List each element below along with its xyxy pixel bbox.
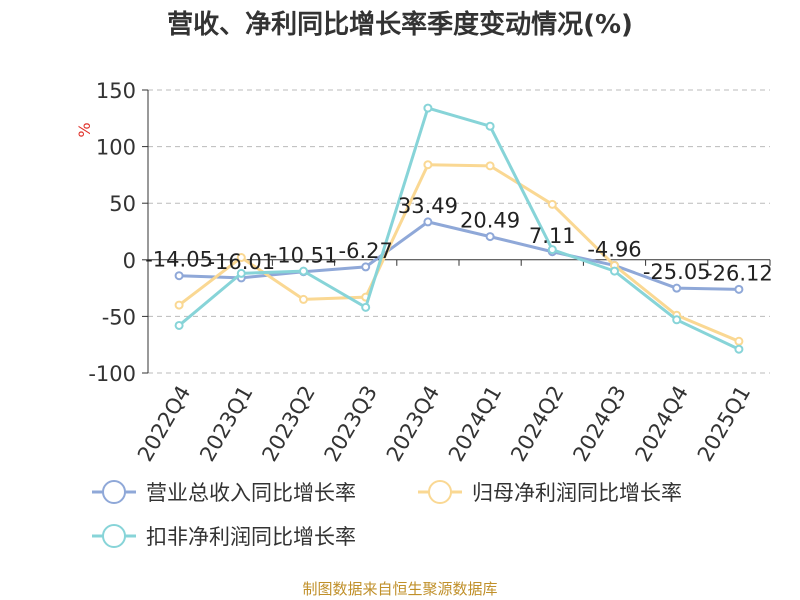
data-point [485,232,495,242]
data-point [734,344,744,354]
x-category-label: 2024Q2 [506,382,568,466]
data-label: 20.49 [460,209,520,233]
x-category-label: 2022Q4 [133,382,195,466]
data-point [423,217,433,227]
x-category-label: 2024Q4 [631,382,693,466]
data-label: -14.05 [145,248,213,272]
data-point [672,283,682,293]
y-tick-label: 100 [96,136,136,160]
legend-marker [102,480,126,504]
y-tick-label: 0 [123,249,136,273]
data-point [236,268,246,278]
x-category-label: 2024Q1 [444,381,506,465]
x-category-label: 2025Q1 [693,382,755,466]
data-point [485,161,495,171]
data-point [423,103,433,113]
data-label: 33.49 [398,194,458,218]
y-tick-label: -100 [88,362,136,386]
x-category-label: 2023Q3 [320,382,382,466]
data-point [734,336,744,346]
data-point [361,262,371,272]
legend-item[interactable]: 扣非净利润同比增长率 [92,524,356,549]
data-point [672,315,682,325]
data-point [299,294,308,304]
data-label: -6.27 [339,239,393,263]
data-point [610,266,619,276]
data-point [174,300,184,310]
series-line [178,106,740,351]
data-point [485,121,495,131]
data-point [423,160,433,170]
series-line [178,163,740,343]
x-category-label: 2023Q1 [195,382,257,466]
data-point [299,266,308,276]
data-point [236,253,246,263]
data-point [734,284,744,294]
data-label: -25.05 [643,260,711,284]
data-point [547,199,557,209]
series-line [179,220,739,291]
data-point [547,245,557,255]
y-tick-label: 150 [96,79,136,103]
grid-layer [148,89,770,374]
data-point [174,320,184,330]
data-label: 7.11 [529,224,576,248]
y-tick-label: -50 [102,305,136,329]
legend-label: 营业总收入同比增长率 [146,481,356,505]
data-point [361,302,371,312]
legend-item[interactable]: 归母净利润同比增长率 [418,480,682,505]
legend-marker [428,480,452,504]
chart-source: 制图数据来自恒生聚源数据库 [302,580,498,598]
y-tick-label: 50 [109,192,136,216]
x-category-label: 2023Q2 [257,382,319,466]
data-label: -26.12 [705,261,773,285]
data-label: -10.51 [270,244,338,268]
legend-marker [102,524,126,548]
legend-label: 扣非净利润同比增长率 [146,525,356,549]
x-category-label: 2023Q4 [382,382,444,466]
data-point [174,271,184,281]
series-layer [174,103,744,354]
legend-label: 归母净利润同比增长率 [472,481,682,505]
data-label: -4.96 [587,237,641,261]
data-label: -16.01 [207,250,275,274]
y-axis-unit-label: % [75,122,94,137]
x-category-label: 2024Q3 [568,382,630,466]
chart-title: 营收、净利同比增长率季度变动情况(%) [167,10,633,40]
legend-item[interactable]: 营业总收入同比增长率 [92,480,356,505]
